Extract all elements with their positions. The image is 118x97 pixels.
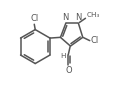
- Text: Cl: Cl: [30, 14, 38, 23]
- Text: Cl: Cl: [91, 36, 99, 45]
- Text: N: N: [76, 13, 82, 22]
- Text: H: H: [60, 53, 66, 59]
- Text: N: N: [62, 13, 68, 22]
- Text: O: O: [65, 66, 72, 75]
- Text: CH₃: CH₃: [86, 12, 99, 18]
